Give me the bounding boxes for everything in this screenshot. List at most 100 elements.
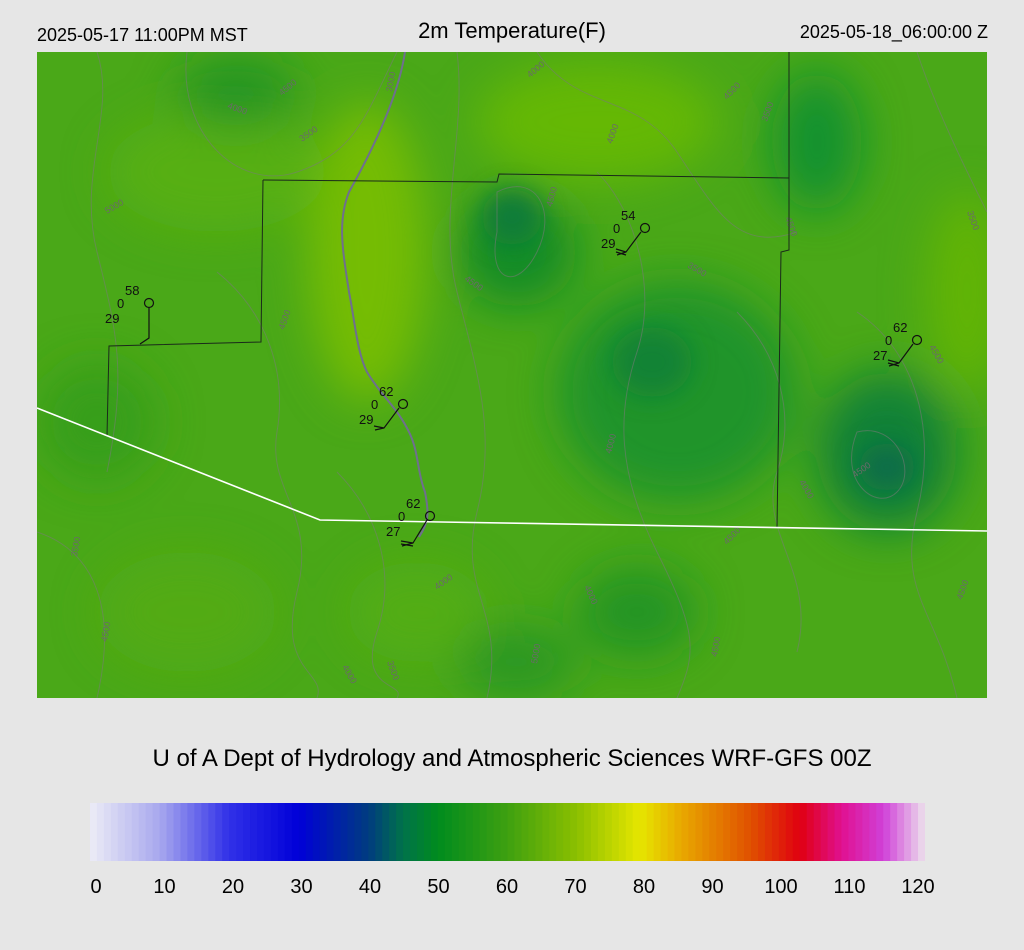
colorbar-swatch [904,803,912,861]
colorbar-swatch [549,803,557,861]
colorbar-swatch [556,803,564,861]
colorbar-tick-label: 100 [764,876,798,898]
colorbar-swatch [347,803,356,861]
wind-barb-flag [615,251,627,256]
colorbar-tick-label: 80 [632,876,656,898]
colorbar-swatch [250,803,258,861]
colorbar-swatch [681,803,690,861]
temperature-map: 4000450035003000400045003500500040004500… [37,52,987,698]
colorbar-swatch [312,803,321,861]
colorbar-swatch [646,803,655,861]
station-circle [911,334,923,346]
colorbar-swatch [723,803,731,861]
colorbar-swatch [340,803,349,861]
colorbar-swatch [117,803,126,861]
colorbar-swatch [848,803,857,861]
station-circle [397,398,409,410]
colorbar-tick-label: 90 [701,876,724,898]
colorbar-tick-label: 0 [90,876,102,898]
wind-barb [139,308,150,345]
colorbar-swatch [577,803,585,861]
colorbar-swatch [298,803,307,861]
colorbar-swatch [667,803,676,861]
colorbar-swatch [410,803,418,861]
colorbar-swatch [632,803,641,861]
colorbar-swatch [145,803,154,861]
colorbar-swatch [702,803,710,861]
colorbar-swatch [382,803,390,861]
colorbar-swatch [827,803,836,861]
colorbar-swatch [173,803,182,861]
station-wind-gust: 0 [117,296,124,311]
colorbar-tick-label: 70 [564,876,587,898]
colorbar-tick-label: 120 [901,876,935,898]
colorbar-tick-label: 10 [153,876,176,898]
colorbar-swatch [257,803,265,861]
colorbar-swatch [514,803,523,861]
station-dewpoint: 27 [386,524,400,539]
colorbar-swatch [611,803,620,861]
elevation-contours [37,52,987,698]
colorbar-tick-label: 60 [495,876,519,898]
colorbar-swatch [764,803,773,861]
station-wind-gust: 0 [371,397,378,412]
colorbar-swatch [688,803,696,861]
county-boundaries [106,52,790,529]
colorbar-swatch [90,803,98,861]
colorbar-swatch [396,803,404,861]
colorbar-swatch [138,803,147,861]
colorbar-swatch [319,803,328,861]
colorbar-swatch [639,803,648,861]
colorbar-tick-label: 20 [221,876,245,898]
colorbar-swatch [354,803,362,861]
colorbar-swatch [444,803,453,861]
colorbar-tick-label: 30 [290,876,313,898]
colorbar-swatch [751,803,759,861]
colorbar-swatch [493,803,502,861]
colorbar-swatch [284,803,293,861]
colorbar-swatch [131,803,140,861]
colorbar-swatch [180,803,189,861]
contour-label: 5000 [529,643,542,664]
colorbar-swatch [535,803,543,861]
station-temperature: 62 [893,320,907,335]
colorbar-swatch [876,803,884,861]
colorbar-swatch [604,803,613,861]
station-circle [424,510,436,522]
colorbar-swatch [653,803,662,861]
colorbar-swatch [591,803,599,861]
colorbar-swatch [263,803,272,861]
station-wind-gust: 0 [398,509,405,524]
colorbar-swatch [96,803,105,861]
colorbar-swatch [424,803,432,861]
contour-label: 4500 [709,636,722,657]
station-circle [143,297,155,309]
colorbar-swatch [737,803,745,861]
wind-barb-flag [887,359,900,364]
colorbar-swatch [799,803,808,861]
state-border [37,407,987,532]
colorbar-swatch [869,803,877,861]
colorbar-swatch [208,803,216,861]
colorbar-tick-label: 40 [358,876,382,898]
station-wind-gust: 0 [885,333,892,348]
colorbar-swatch [507,803,516,861]
contour-label: 4500 [99,621,112,642]
colorbar-swatch [479,803,488,861]
colorbar-swatch [883,803,891,861]
colorbar-swatch [236,803,244,861]
station-temperature: 58 [125,283,139,298]
colorbar-swatch [709,803,717,861]
colorbar-tick-label: 110 [833,876,866,898]
colorbar-tick-label: 50 [427,876,450,898]
colorbar-swatch [187,803,195,861]
colorbar-swatch [778,803,787,861]
colorbar-swatch [437,803,446,861]
station-dewpoint: 29 [105,311,119,326]
colorbar-swatch [389,803,397,861]
colorbar-swatch [730,803,738,861]
colorbar-swatch [528,803,536,861]
colorbar-swatch [417,803,425,861]
